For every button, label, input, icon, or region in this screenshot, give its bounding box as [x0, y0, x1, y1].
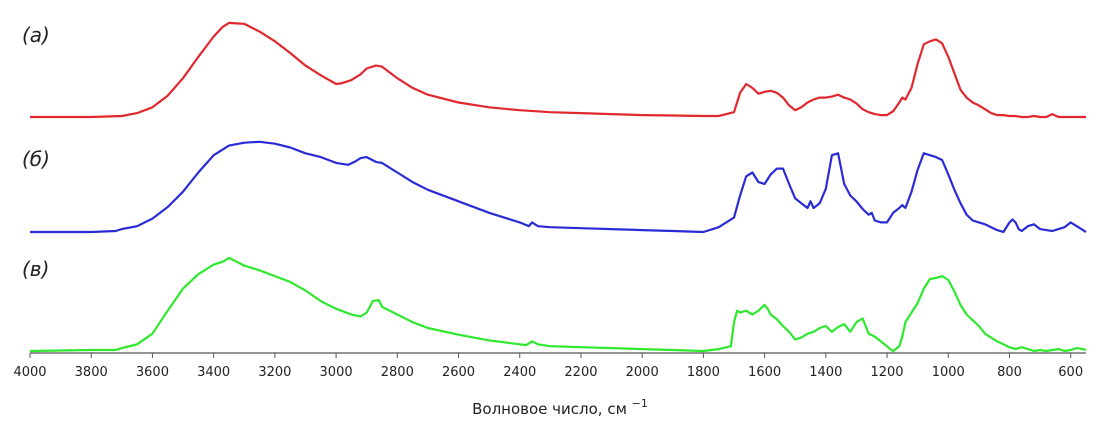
x-axis-title-superscript: −1 [632, 397, 648, 410]
x-tick-label: 3000 [320, 365, 353, 380]
x-tick-label: 1400 [809, 365, 842, 380]
panel-labels: (а) (б) (в) [22, 23, 50, 281]
x-tick-label: 3600 [136, 365, 169, 380]
x-tick-label: 1800 [687, 365, 720, 380]
panel-label-3: (в) [22, 257, 49, 281]
panel-label-1: (а) [22, 23, 50, 47]
spectrum-line-2 [30, 140, 1087, 234]
series-layer [29, 21, 1087, 353]
x-tick-label: 2600 [442, 365, 475, 380]
spectrum-line-3 [29, 256, 1087, 353]
x-tick-label: 2800 [381, 365, 414, 380]
x-tick-label: 1000 [932, 365, 965, 380]
x-axis-title-text: Волновое число, см [472, 400, 627, 418]
x-tick-label: 4000 [13, 365, 46, 380]
x-tick-label: 600 [1058, 365, 1083, 380]
x-tick-label: 3200 [258, 365, 291, 380]
x-axis-title: Волновое число, см −1 [472, 397, 648, 418]
panel-label-2: (б) [22, 147, 50, 171]
x-tick-label: 2000 [626, 365, 659, 380]
x-tick-label: 3400 [197, 365, 230, 380]
x-tick-label: 800 [997, 365, 1022, 380]
spectrum-line-1 [30, 21, 1086, 119]
x-tick-label: 2200 [564, 365, 597, 380]
x-tick-label: 1200 [870, 365, 903, 380]
x-tick-label: 3800 [75, 365, 108, 380]
x-axis-ticks: 4000 3800 3600 3400 3200 3000 2800 2600 2400 2200… [13, 353, 1083, 380]
x-tick-label: 1600 [748, 365, 781, 380]
x-tick-label: 2400 [503, 365, 536, 380]
